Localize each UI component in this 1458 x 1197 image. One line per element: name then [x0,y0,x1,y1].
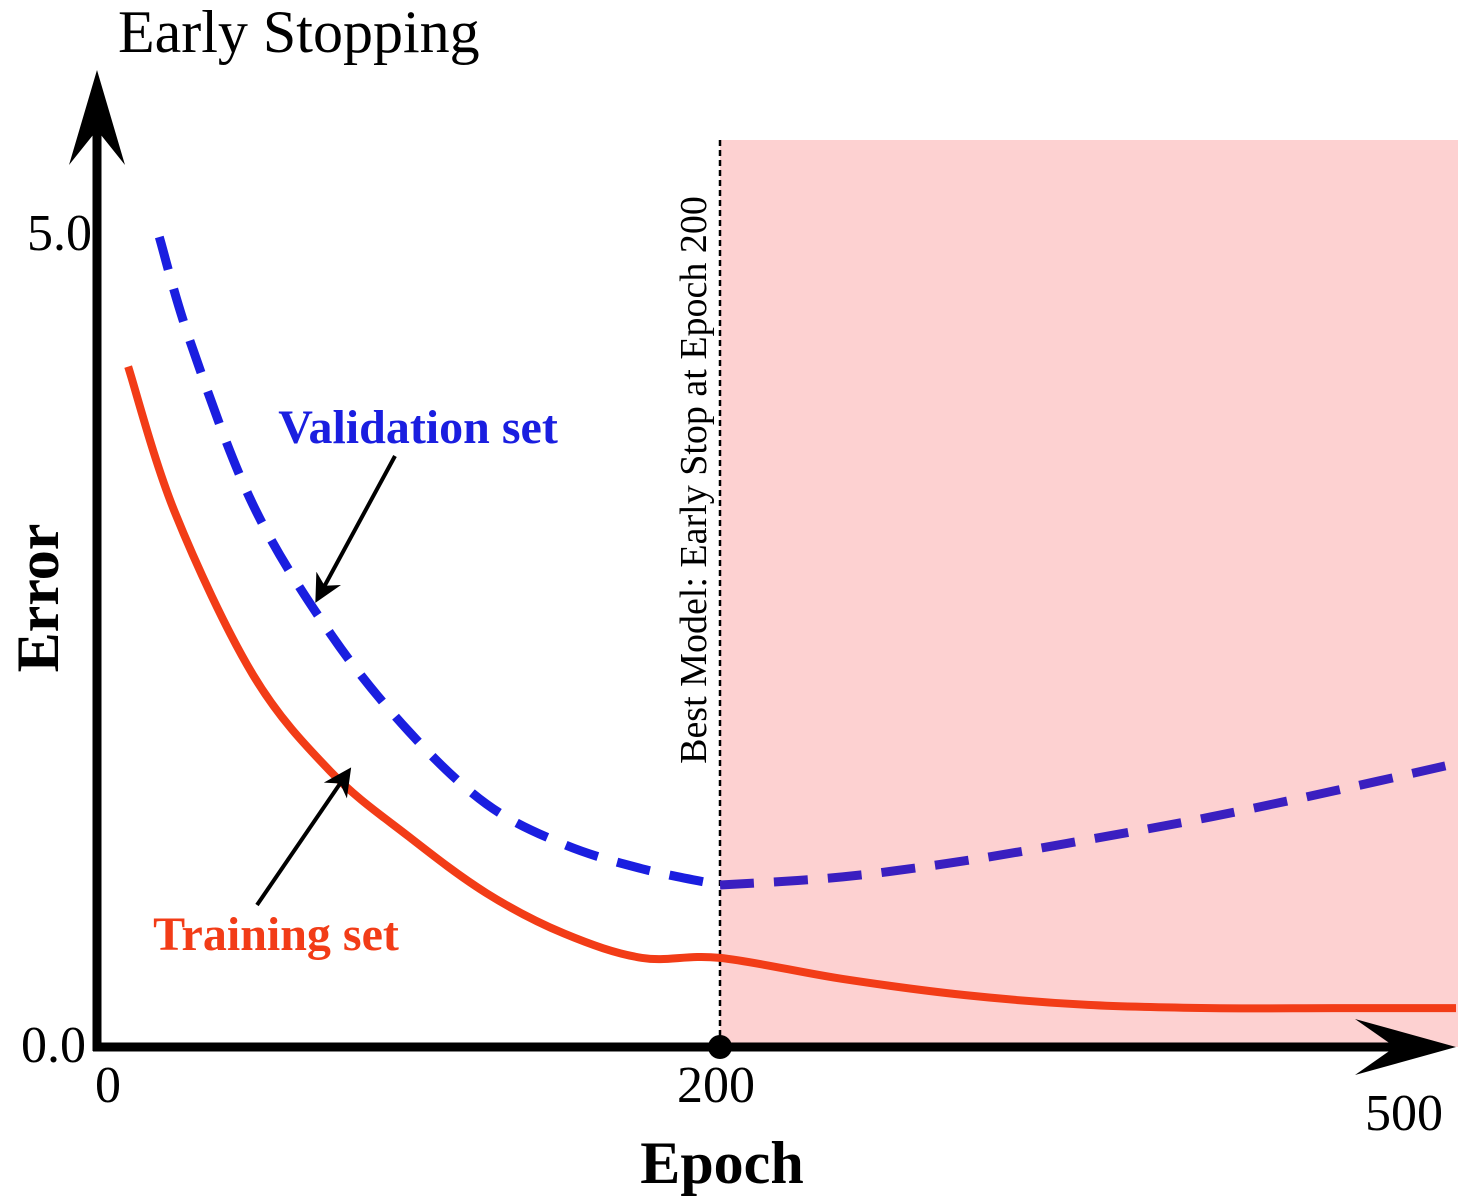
early-stop-annotation: Best Model: Early Stop at Epoch 200 [673,196,715,764]
validation-line-before-stop [154,235,721,890]
y-tick-label: 5.0 [27,205,92,262]
early-stop-marker [708,1035,732,1059]
validation-line-after-stop [719,759,1457,890]
series-layer [124,235,1457,1013]
x-tick-label: 0 [95,1057,121,1114]
validation-pointer-arrow [315,455,397,603]
validation-series-label: Validation set [278,401,558,454]
x-axis-label: Epoch [640,1130,803,1196]
x-tick-label: 200 [677,1057,755,1114]
y-axis-label: Error [5,524,71,673]
x-axis-arrowhead [1355,1019,1456,1075]
training-pointer-arrow [255,767,352,907]
y-tick-label: 0.0 [21,1017,86,1074]
x-tick-label: 500 [1365,1085,1443,1142]
training-line [124,365,1456,1013]
y-axis-arrowhead [69,70,125,165]
training-series-label: Training set [153,908,399,961]
overfitting-region [720,140,1458,1047]
chart-title: Early Stopping [118,0,480,65]
